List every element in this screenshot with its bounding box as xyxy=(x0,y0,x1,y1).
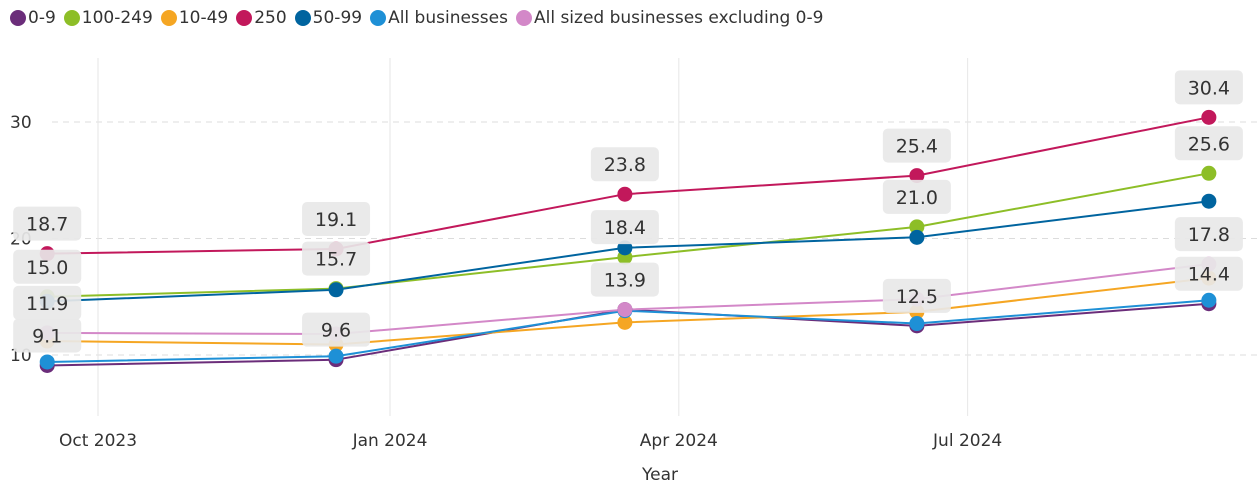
data-label-box xyxy=(1174,217,1243,252)
data-label: 25.4 xyxy=(882,128,951,163)
data-point-all-businesses xyxy=(909,316,925,332)
data-label-text: 14.4 xyxy=(1188,264,1230,286)
data-label-box xyxy=(590,262,659,297)
data-label: 9.6 xyxy=(302,312,371,347)
data-label-text: 15.0 xyxy=(26,257,68,279)
data-point-all-sized-businesses-excluding-0-9 xyxy=(617,302,633,318)
data-point-100-249 xyxy=(909,219,925,235)
data-label-text: 13.9 xyxy=(604,270,646,292)
legend-item-all-sized-businesses-excluding-0-9[interactable]: All sized businesses excluding 0-9 xyxy=(515,8,824,28)
x-tick-label: Jul 2024 xyxy=(932,431,1002,451)
data-label: 13.9 xyxy=(590,262,659,297)
data-point-250 xyxy=(909,168,925,184)
data-label-text: 30.4 xyxy=(1188,77,1230,99)
data-label-box xyxy=(590,147,659,182)
legend-item-50-99[interactable]: 50-99 xyxy=(294,8,363,28)
data-label: 15.0 xyxy=(13,249,82,284)
legend: 0-9 100-249 10-49 250 50-99 All businesses All… xyxy=(10,5,823,31)
legend-marker-icon xyxy=(370,10,387,26)
data-label-text: 18.7 xyxy=(26,214,68,236)
legend-marker-icon xyxy=(10,10,26,26)
data-point-all-businesses xyxy=(39,354,55,370)
data-label: 25.6 xyxy=(1174,126,1243,161)
data-point-all-businesses xyxy=(328,348,344,364)
data-label-text: 11.9 xyxy=(26,293,68,315)
data-label: 30.4 xyxy=(1174,70,1243,105)
data-label: 15.7 xyxy=(302,241,371,276)
data-label-box xyxy=(1174,70,1243,105)
x-tick-label: Jan 2024 xyxy=(352,431,428,451)
data-label-box xyxy=(882,179,951,214)
data-label: 18.7 xyxy=(13,206,82,241)
data-label-text: 12.5 xyxy=(896,286,938,308)
data-label: 9.1 xyxy=(13,318,82,353)
data-label-box xyxy=(590,210,659,245)
data-label-box xyxy=(882,278,951,313)
legend-label: 10-49 xyxy=(178,8,229,28)
data-point-50-99 xyxy=(909,229,925,245)
data-label-box xyxy=(13,206,82,241)
data-label-text: 18.4 xyxy=(604,217,646,239)
data-label-box xyxy=(13,318,82,353)
data-point-50-99 xyxy=(1201,193,1217,209)
data-label-box xyxy=(1174,256,1243,291)
data-label: 17.8 xyxy=(1174,217,1243,252)
data-label-text: 21.0 xyxy=(896,187,938,209)
data-label: 19.1 xyxy=(302,201,371,236)
data-label-text: 25.4 xyxy=(896,136,938,158)
data-label: 12.5 xyxy=(882,278,951,313)
data-label-text: 25.6 xyxy=(1188,133,1230,155)
data-point-50-99 xyxy=(328,282,344,298)
data-point-250 xyxy=(1201,109,1217,125)
x-axis-title: Year xyxy=(641,465,678,484)
legend-item-all-businesses[interactable]: All businesses xyxy=(370,8,508,28)
data-point-all-businesses xyxy=(1201,292,1217,308)
data-label: 11.9 xyxy=(13,285,82,320)
legend-marker-icon xyxy=(515,10,532,26)
data-label-text: 9.6 xyxy=(321,320,351,342)
legend-item-10-49[interactable]: 10-49 xyxy=(160,8,229,28)
data-label-text: 9.1 xyxy=(32,325,62,347)
legend-label: All sized businesses excluding 0-9 xyxy=(533,8,824,28)
data-label-text: 19.1 xyxy=(315,209,357,231)
data-label-box xyxy=(1174,126,1243,161)
y-tick-label: 30 xyxy=(10,113,32,133)
legend-marker-icon xyxy=(236,10,253,26)
x-tick-label: Apr 2024 xyxy=(640,431,718,451)
data-label-box xyxy=(882,128,951,163)
data-point-100-249 xyxy=(1201,165,1217,181)
data-label-box xyxy=(13,249,82,284)
legend-label: 100-249 xyxy=(81,8,153,28)
legend-item-250[interactable]: 250 xyxy=(236,8,287,28)
data-label: 21.0 xyxy=(882,179,951,214)
data-label: 14.4 xyxy=(1174,256,1243,291)
legend-item-100-249[interactable]: 100-249 xyxy=(63,8,153,28)
legend-marker-icon xyxy=(63,10,80,26)
legend-marker-icon xyxy=(160,10,177,26)
legend-label: 0-9 xyxy=(28,8,56,28)
legend-marker-icon xyxy=(294,10,311,26)
data-label-text: 17.8 xyxy=(1188,224,1230,246)
data-point-10-49 xyxy=(617,314,633,330)
legend-label: 250 xyxy=(254,8,287,28)
x-tick-label: Oct 2023 xyxy=(59,431,137,451)
data-label: 18.4 xyxy=(590,210,659,245)
legend-item-0-9[interactable]: 0-9 xyxy=(10,8,56,28)
legend-label: 50-99 xyxy=(312,8,363,28)
data-point-250 xyxy=(617,186,633,202)
data-label: 23.8 xyxy=(590,147,659,182)
data-label-box xyxy=(302,241,371,276)
data-label-text: 23.8 xyxy=(604,154,646,176)
data-label-box xyxy=(13,285,82,320)
legend-label: All businesses xyxy=(388,8,508,28)
data-label-box xyxy=(302,312,371,347)
data-label-text: 15.7 xyxy=(315,249,357,271)
data-label-box xyxy=(302,201,371,236)
